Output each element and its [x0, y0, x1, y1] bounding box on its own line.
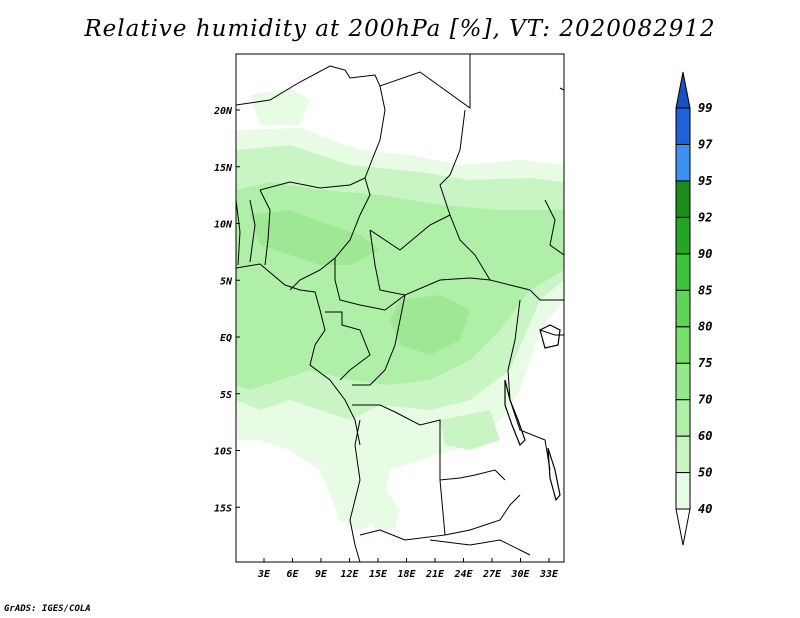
colorbar-label: 70 — [698, 393, 712, 407]
colorbar-label: 80 — [698, 320, 712, 334]
colorbar-label: 60 — [698, 429, 712, 443]
rh-contour-75 — [250, 210, 380, 265]
lon-label: 21E — [425, 569, 445, 580]
lon-label: 27E — [482, 569, 502, 580]
longitude-axis: 3E 6E 9E 12E 15E 18E 21E 24E 27E 30E 33E — [257, 558, 559, 580]
rh-contour-75-central — [390, 295, 470, 355]
rh-contour-60-east — [440, 410, 500, 450]
lon-label: 30E — [510, 569, 530, 580]
border-togo — [249, 199, 256, 263]
border-cameroon-east — [334, 258, 406, 311]
lat-label: 5S — [220, 390, 232, 401]
map-title: Relative humidity at 200hPa [%], VT: 202… — [84, 16, 716, 42]
lat-label: 10N — [214, 220, 233, 231]
colorbar-segment — [675, 216, 691, 255]
colorbar-label: 50 — [698, 466, 712, 480]
colorbar-label: 99 — [698, 101, 712, 115]
border-zambia — [444, 494, 521, 536]
colorbar-segment — [675, 399, 691, 437]
colorbar-label: 95 — [698, 174, 712, 188]
colorbar-label: 85 — [698, 283, 712, 297]
lakes — [504, 324, 561, 502]
border-drc-west — [352, 294, 406, 386]
border-nigeria-cameroon — [289, 177, 371, 291]
rh-contour-40-north — [250, 88, 310, 125]
grads-credit: GrADS: IGES/COLA — [4, 604, 91, 614]
border-egypt-sudan — [379, 54, 471, 109]
colorbar-segment — [675, 326, 691, 364]
lat-label: 20N — [213, 106, 233, 117]
map-frame — [235, 53, 565, 563]
lat-label: 15N — [214, 163, 233, 174]
colorbar-segment — [675, 435, 691, 474]
border-chad-sudan — [439, 109, 531, 291]
border-lake-victoria — [539, 329, 564, 336]
lon-label: 18E — [397, 569, 416, 580]
border-namibia — [429, 539, 531, 556]
border-benin — [259, 189, 271, 266]
border-gabon-congo — [325, 311, 371, 381]
colorbar-label: 90 — [698, 247, 712, 261]
lat-label: 15S — [214, 503, 232, 514]
country-borders — [236, 54, 564, 562]
lon-label: 12E — [340, 569, 359, 580]
colorbar-label: 97 — [698, 137, 713, 151]
lon-label: 33E — [539, 569, 559, 580]
lon-label: 3E — [257, 569, 271, 580]
lake-victoria — [539, 324, 561, 349]
colorbar-segment — [675, 107, 691, 145]
coast-gulf-of-guinea — [236, 263, 361, 446]
lon-label: 6E — [286, 569, 299, 580]
colorbar-segment — [675, 472, 691, 510]
lon-label: 15E — [369, 569, 388, 580]
humidity-shading — [236, 88, 564, 530]
border-drc-angola — [352, 404, 506, 481]
rh-contour-40-south — [365, 490, 400, 530]
lake-tanganyika — [504, 379, 526, 447]
colorbar-label: 40 — [698, 502, 712, 516]
colorbar-low-triangle — [675, 508, 691, 546]
border-nigeria-niger — [259, 177, 366, 191]
lat-label: 10S — [214, 447, 232, 458]
lat-label: EQ — [220, 333, 232, 344]
border-angola-west — [349, 419, 361, 562]
border-sudan-ethiopia — [544, 87, 564, 256]
colorbar-label: 92 — [698, 210, 712, 224]
colorbar-segment — [675, 362, 691, 401]
colorbar-segment — [675, 143, 691, 182]
lon-label: 9E — [315, 569, 328, 580]
colorbar-segment — [675, 180, 691, 218]
lake-malawi — [547, 447, 561, 502]
colorbar-segment — [675, 253, 691, 291]
border-angola-east — [359, 479, 446, 541]
lat-label: 5N — [220, 276, 233, 287]
colorbar-segment — [675, 289, 691, 328]
latitude-axis: 20N 15N 10N 5N EQ 5S 10S 15S — [213, 106, 240, 514]
border-ghana — [236, 199, 241, 266]
border-car-north — [369, 214, 451, 251]
colorbar: 40 50 60 70 75 80 85 90 92 95 97 99 — [675, 71, 713, 546]
lon-label: 24E — [453, 569, 473, 580]
colorbar-high-triangle — [675, 71, 691, 109]
colorbar-label: 75 — [698, 356, 712, 370]
border-libya-niger — [236, 65, 386, 179]
